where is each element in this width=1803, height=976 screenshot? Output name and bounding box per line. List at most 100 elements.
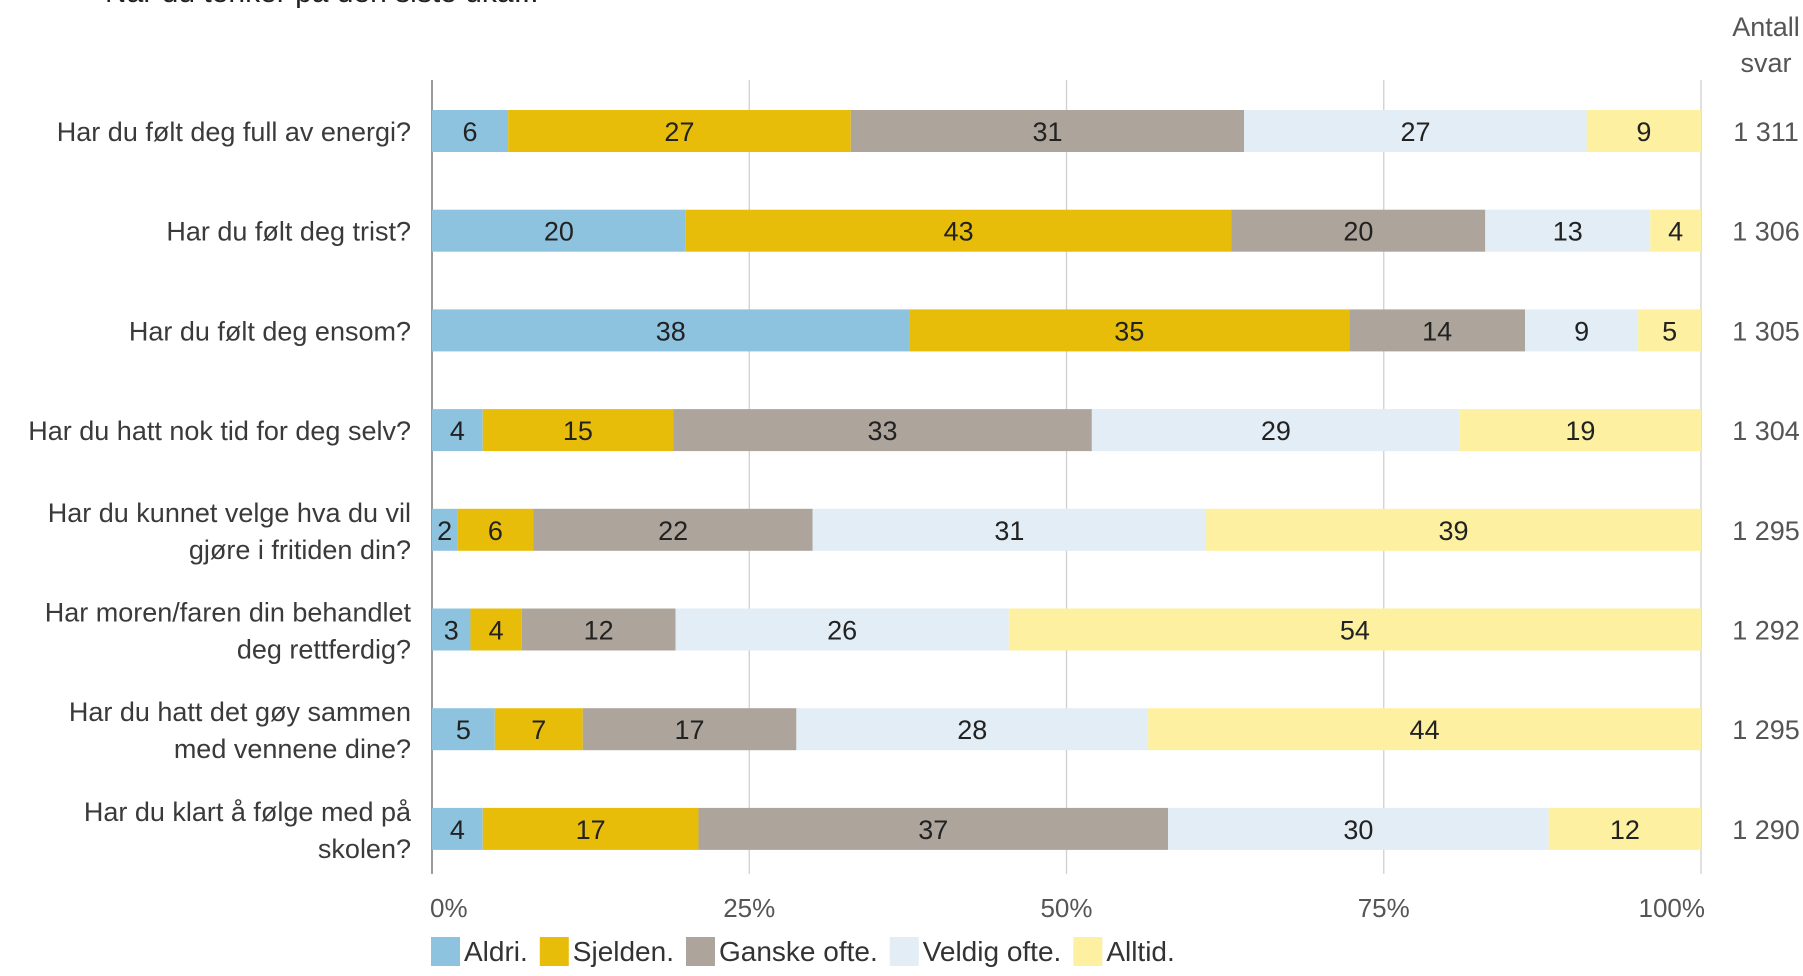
bar-segment: [812, 508, 1207, 551]
data-label: 12: [584, 616, 614, 646]
category-label: Har du hatt nok tid for deg selv?: [28, 416, 411, 446]
data-label: 31: [1032, 117, 1062, 147]
bar-segment: [1586, 110, 1701, 152]
data-label: 30: [1343, 815, 1373, 845]
bar-segment: [470, 608, 522, 651]
data-label: 5: [456, 715, 471, 745]
data-label: 6: [463, 117, 478, 147]
category-label: Har moren/faren din behandlet: [45, 598, 412, 628]
data-label: 28: [957, 715, 987, 745]
bar-segment: [582, 708, 797, 751]
legend-label: Sjelden.: [573, 936, 674, 967]
legend-swatch: [431, 937, 460, 966]
data-label: 17: [675, 715, 705, 745]
answer-count: 1 311: [1733, 117, 1799, 147]
answer-count: 1 292: [1732, 616, 1800, 646]
gridlines: [431, 80, 1702, 874]
data-label: 38: [656, 316, 686, 346]
bars: 6 27 31 27 920 43 20 13 438 35 14 9 54 15 33 29 192 6 22 31…: [432, 110, 1701, 850]
bar-segment: [432, 409, 483, 452]
data-label: 6: [488, 516, 503, 546]
category-label: Har du hatt det gøy sammen: [69, 697, 411, 727]
legend-swatch: [539, 937, 569, 966]
data-label: 20: [1343, 217, 1373, 247]
data-label: 27: [1400, 117, 1430, 147]
count-header-line-2: svar: [1740, 48, 1791, 78]
bar-segment: [909, 309, 1350, 352]
x-axis: 0% 25% 50% 75% 100%: [430, 893, 1705, 923]
data-label: 14: [1422, 316, 1452, 346]
data-label: 43: [944, 217, 974, 247]
bar-segment: [1168, 807, 1549, 850]
data-label: 7: [531, 715, 546, 745]
bar-segment: [685, 209, 1232, 252]
bar-segment: [1638, 309, 1701, 352]
bar-segment: [1231, 209, 1486, 252]
data-label: 20: [544, 217, 574, 247]
bar-segment: [1008, 608, 1701, 651]
data-label: 5: [1662, 316, 1677, 346]
data-label: 29: [1261, 416, 1291, 446]
bar-segment: [1650, 209, 1701, 252]
x-tick-label: 25%: [723, 893, 775, 923]
legend-swatch: [1073, 937, 1103, 966]
bar-segment: [432, 508, 458, 551]
bar-segment: [457, 508, 534, 551]
data-label: 15: [563, 416, 593, 446]
bar-segment: [673, 409, 1092, 452]
category-label: Har du kunnet velge hva du vil: [48, 498, 411, 528]
legend-label: Aldri.: [464, 936, 528, 967]
data-label: 17: [576, 815, 606, 845]
bar-segment: [1525, 309, 1639, 352]
category-labels: Har du følt deg full av energi? Har du fø…: [28, 117, 412, 864]
data-label: 44: [1410, 715, 1440, 745]
bar-segment: [675, 608, 1009, 651]
bar-segment: [432, 110, 509, 152]
count-header-line-1: Antall: [1732, 12, 1800, 42]
bar-segment: [1206, 508, 1701, 551]
data-label: 3: [444, 616, 459, 646]
data-label: 12: [1610, 815, 1640, 845]
x-tick-label: 100%: [1639, 893, 1706, 923]
answer-count: 1 295: [1732, 516, 1800, 546]
bar-segment: [494, 708, 583, 751]
category-label: deg rettferdig?: [237, 635, 411, 665]
legend-swatch: [889, 937, 919, 966]
bar-segment: [1548, 807, 1701, 850]
data-label: 4: [489, 616, 504, 646]
bar-segment: [533, 508, 813, 551]
x-tick-label: 0%: [430, 893, 468, 923]
legend-label: Veldig ofte.: [923, 936, 1062, 967]
data-label: 35: [1114, 316, 1144, 346]
x-tick-label: 75%: [1358, 893, 1410, 923]
legend: Aldri. Sjelden. Ganske ofte. Veldig ofte. Al…: [431, 936, 1175, 967]
bar-segment: [1485, 209, 1651, 252]
answer-count: 1 306: [1732, 217, 1800, 247]
category-label: skolen?: [318, 834, 411, 864]
data-label: 26: [827, 616, 857, 646]
category-label: med vennene dine?: [174, 734, 411, 764]
bar-segment: [698, 807, 1169, 850]
bar-segment: [1459, 409, 1701, 452]
category-label: Har du følt deg trist?: [166, 217, 411, 247]
data-label: 4: [450, 815, 465, 845]
bar-segment: [1244, 110, 1587, 152]
data-label: 54: [1340, 616, 1370, 646]
bar-segment: [521, 608, 676, 651]
data-label: 13: [1553, 217, 1583, 247]
bar-segment: [432, 209, 686, 252]
data-label: 39: [1439, 516, 1469, 546]
data-label: 22: [658, 516, 688, 546]
bar-segment: [1148, 708, 1701, 751]
data-label: 37: [918, 815, 948, 845]
x-tick-label: 50%: [1040, 893, 1092, 923]
category-label: Har du følt deg full av energi?: [57, 117, 411, 147]
data-label: 27: [664, 117, 694, 147]
bar-segment: [796, 708, 1149, 751]
data-label: 4: [1668, 217, 1683, 247]
data-label: 4: [450, 416, 465, 446]
bar-segment: [850, 110, 1245, 152]
data-label: 19: [1565, 416, 1595, 446]
data-label: 31: [994, 516, 1024, 546]
